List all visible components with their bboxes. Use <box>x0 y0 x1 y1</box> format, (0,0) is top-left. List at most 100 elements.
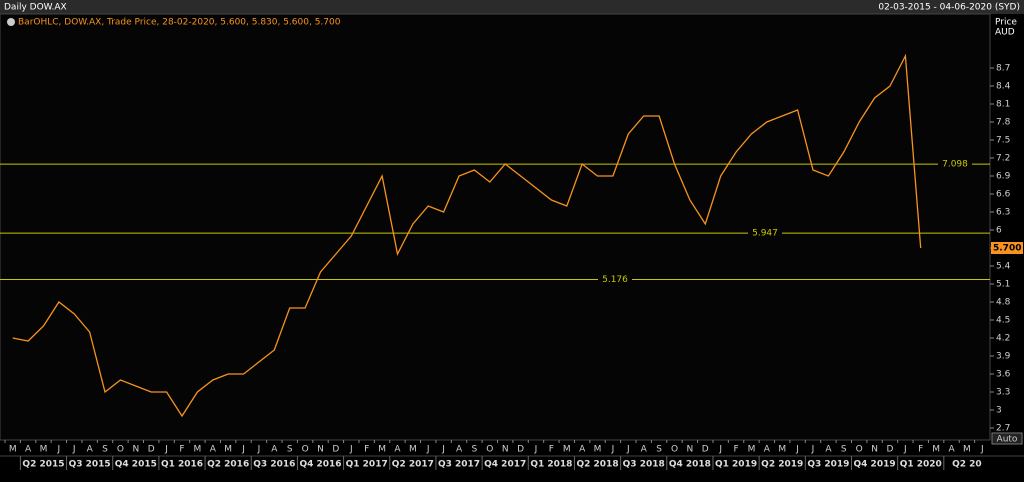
quarter-label: Q3 2019 <box>807 460 849 470</box>
x-tick-label: F <box>179 445 184 455</box>
x-tick-label: N <box>317 445 324 455</box>
x-tick-label: S <box>841 445 847 455</box>
x-tick-label: O <box>856 445 863 455</box>
last-price-label: 5.700 <box>993 244 1021 254</box>
y-tick-label: 8.1 <box>996 100 1010 110</box>
x-tick-label: J <box>426 445 430 455</box>
x-tick-label: A <box>271 445 278 455</box>
x-tick-label: J <box>57 445 61 455</box>
x-tick-label: F <box>549 445 554 455</box>
y-label: Price <box>995 18 1017 28</box>
x-tick-label: M <box>40 445 48 455</box>
quarter-label: Q4 2018 <box>669 460 711 470</box>
x-tick-label: J <box>718 445 722 455</box>
x-tick-label: F <box>733 445 738 455</box>
legend: BarOHLC, DOW.AX, Trade Price, 28-02-2020… <box>18 18 341 28</box>
quarter-label: Q3 2017 <box>438 460 480 470</box>
x-tick-label: M <box>778 445 786 455</box>
quarter-label: Q4 2017 <box>484 460 526 470</box>
quarter-label: Q3 2015 <box>69 460 111 470</box>
auto-button[interactable] <box>991 432 1023 445</box>
x-tick-label: S <box>656 445 662 455</box>
quarter-label: Q4 2015 <box>115 460 157 470</box>
quarter-label: Q2 2016 <box>207 460 249 470</box>
x-tick-label: N <box>502 445 509 455</box>
x-tick-label: N <box>871 445 878 455</box>
x-tick-label: D <box>332 445 339 455</box>
level-label: 5.947 <box>752 229 778 239</box>
x-tick-label: J <box>795 445 799 455</box>
quarter-label: Q2 2018 <box>576 460 618 470</box>
x-tick-label: A <box>641 445 648 455</box>
level-label: 5.176 <box>602 275 628 285</box>
x-tick-label: O <box>117 445 124 455</box>
x-tick-label: O <box>486 445 493 455</box>
x-tick-label: A <box>579 445 586 455</box>
x-tick-label: J <box>349 445 353 455</box>
x-tick-label: M <box>194 445 202 455</box>
x-tick-label: D <box>702 445 709 455</box>
y-tick-label: 4.5 <box>996 316 1010 326</box>
x-tick-label: M <box>563 445 571 455</box>
x-tick-label: D <box>517 445 524 455</box>
quarter-label: Q1 2016 <box>161 460 203 470</box>
auto-label[interactable]: Auto <box>997 435 1018 445</box>
x-tick-label: M <box>409 445 417 455</box>
level-label: 7.098 <box>942 160 968 170</box>
x-tick-label: M <box>932 445 940 455</box>
y-tick-label: 8.4 <box>996 82 1011 92</box>
level-label-bg <box>598 274 632 285</box>
y-tick-label: 3.9 <box>996 352 1011 362</box>
x-tick-label: A <box>825 445 832 455</box>
x-tick-label: A <box>948 445 955 455</box>
date-range: 02-03-2015 - 04-06-2020 (SYD) <box>878 3 1020 13</box>
x-tick-label: M <box>748 445 756 455</box>
x-tick-label: J <box>811 445 815 455</box>
x-tick-label: A <box>210 445 217 455</box>
x-tick-label: J <box>72 445 76 455</box>
y-tick-label: 6.9 <box>996 172 1011 182</box>
y-tick-label: 4.2 <box>996 334 1010 344</box>
x-tick-label: A <box>456 445 463 455</box>
quarter-label: Q2 2019 <box>761 460 803 470</box>
y-tick-label: 6 <box>996 226 1002 236</box>
x-tick-label: J <box>257 445 261 455</box>
x-tick-label: J <box>980 445 984 455</box>
quarter-label: Q4 2019 <box>854 460 896 470</box>
x-tick-label: J <box>164 445 168 455</box>
quarter-label: Q1 2019 <box>715 460 757 470</box>
x-tick-label: O <box>671 445 678 455</box>
level-label-bg <box>938 159 972 170</box>
quarter-label: Q1 2020 <box>900 460 942 470</box>
x-tick-label: S <box>102 445 108 455</box>
y-tick-label: 3.6 <box>996 370 1011 380</box>
x-tick-label: A <box>394 445 401 455</box>
x-tick-label: A <box>25 445 32 455</box>
x-tick-label: A <box>764 445 771 455</box>
legend-icon <box>7 18 15 26</box>
x-tick-label: J <box>241 445 245 455</box>
x-tick-label: J <box>441 445 445 455</box>
y-tick-label: 6.6 <box>996 190 1011 200</box>
quarter-label: Q3 2018 <box>623 460 665 470</box>
quarter-label: Q1 2018 <box>530 460 572 470</box>
x-tick-label: J <box>626 445 630 455</box>
x-tick-label: M <box>594 445 602 455</box>
x-tick-label: M <box>9 445 17 455</box>
x-tick-label: M <box>224 445 232 455</box>
y-tick-label: 6.3 <box>996 208 1010 218</box>
y-tick-label: 7.8 <box>996 118 1011 128</box>
x-tick-label: D <box>148 445 155 455</box>
x-tick-label: S <box>287 445 293 455</box>
x-tick-label: D <box>886 445 893 455</box>
x-tick-label: J <box>611 445 615 455</box>
y-tick-label: 3 <box>996 406 1002 416</box>
chart-title: Daily DOW.AX <box>4 3 67 13</box>
x-tick-label: O <box>302 445 309 455</box>
x-tick-label: F <box>364 445 369 455</box>
quarter-label: Q2 20 <box>952 460 982 470</box>
level-label-bg <box>748 228 782 239</box>
y-tick-label: 4.8 <box>996 298 1011 308</box>
quarter-label: Q3 2016 <box>253 460 295 470</box>
